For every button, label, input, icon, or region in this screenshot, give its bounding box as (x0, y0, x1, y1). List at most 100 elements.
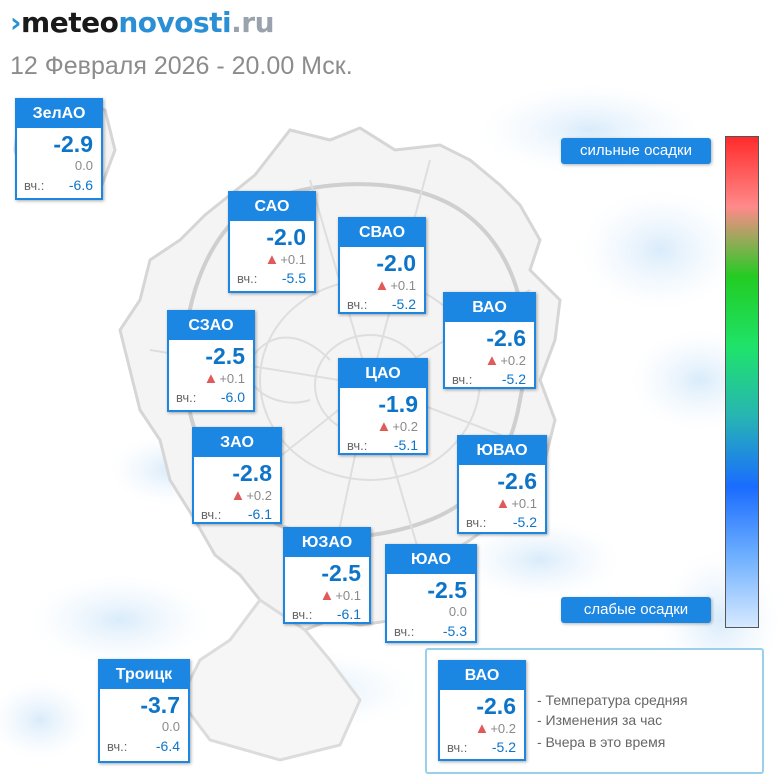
change-value: +0.1 (280, 252, 306, 267)
district-card-svao: СВАО -2.0 ▲+0.1 вч.: -5.2 (338, 217, 426, 314)
change-value: +0.2 (490, 721, 516, 736)
yesterday-value: -6.4 (155, 738, 180, 754)
legend-box: ВАО -2.6 ▲+0.2 вч.: -5.2 - Температура с… (425, 648, 764, 774)
yesterday-value: -5.2 (501, 371, 526, 387)
district-change: ▲+0.2 (230, 487, 272, 504)
legend-item-temp: - Температура средняя (537, 692, 688, 708)
change-up-icon: ▲ (484, 352, 500, 369)
legend-item-yesterday: - Вчера в это время (537, 734, 666, 750)
logo-mark: › (10, 6, 22, 39)
district-temp: -2.8 (232, 460, 272, 486)
logo-meteo: meteo (21, 6, 119, 39)
district-name: ВАО (440, 662, 524, 690)
yesterday-label: вч.: (452, 372, 473, 387)
district-temp: -1.9 (378, 391, 418, 417)
logo-novosti: novosti (118, 6, 232, 39)
logo-ru: .ru (231, 6, 275, 39)
yesterday-value: -5.5 (281, 270, 306, 286)
change-up-icon: ▲ (374, 277, 390, 294)
legend-sample-card: ВАО -2.6 ▲+0.2 вч.: -5.2 (438, 660, 526, 761)
yesterday-value: -5.2 (391, 296, 416, 312)
district-temp: -2.5 (427, 577, 467, 603)
district-name: СЗАО (169, 312, 253, 340)
change-up-icon: ▲ (203, 370, 219, 387)
district-card-zao: ЗАО -2.8 ▲+0.2 вч.: -6.1 (192, 427, 282, 524)
date-time-subtitle: 12 Февраля 2026 - 20.00 Мск. (10, 52, 353, 80)
yesterday-label: вч.: (347, 438, 368, 453)
district-card-zelao: ЗелАО -2.9 0.0 вч.: -6.6 (15, 98, 103, 200)
yesterday-label: вч.: (394, 624, 415, 639)
district-card-vao: ВАО -2.6 ▲+0.2 вч.: -5.2 (443, 292, 536, 389)
district-temp: -2.6 (486, 325, 526, 351)
district-card-yuvao: ЮВАО -2.6 ▲+0.1 вч.: -5.2 (457, 435, 547, 534)
district-card-yuzao: ЮЗАО -2.5 ▲+0.1 вч.: -6.1 (283, 527, 371, 624)
change-value: +0.1 (390, 278, 416, 293)
yesterday-value: -5.1 (393, 437, 418, 453)
change-up-icon: ▲ (319, 587, 335, 604)
yesterday-value: -6.6 (68, 177, 93, 193)
change-value: +0.1 (219, 371, 245, 386)
district-temp: -2.0 (376, 250, 416, 276)
yesterday-label: вч.: (107, 739, 128, 754)
scale-label-heavy: сильные осадки (561, 138, 711, 164)
scale-label-light: слабые осадки (561, 597, 711, 623)
district-temp: -2.9 (53, 131, 93, 157)
district-temp: -2.5 (321, 560, 361, 586)
yesterday-label: вч.: (201, 507, 222, 522)
yesterday-label: вч.: (24, 178, 45, 193)
district-change: ▲+0.2 (376, 418, 418, 435)
yesterday-value: -6.1 (336, 606, 361, 622)
district-card-yuao: ЮАО -2.5 0.0 вч.: -5.3 (385, 544, 477, 643)
district-change: 0.0 (75, 158, 93, 173)
district-card-szao: СЗАО -2.5 ▲+0.1 вч.: -6.0 (167, 310, 255, 412)
district-name: ВАО (445, 294, 534, 322)
yesterday-label: вч.: (237, 271, 258, 286)
yesterday-value: -5.3 (442, 623, 467, 639)
district-temp: -2.6 (497, 468, 537, 494)
change-up-icon: ▲ (230, 487, 246, 504)
district-change: ▲+0.1 (319, 587, 361, 604)
change-value: +0.1 (335, 588, 361, 603)
yesterday-label: вч.: (447, 740, 468, 755)
district-temp: -2.6 (476, 693, 516, 719)
change-value: 0.0 (448, 604, 467, 619)
change-value: +0.2 (500, 353, 526, 368)
change-up-icon: ▲ (264, 251, 280, 268)
district-change: ▲+0.2 (474, 720, 516, 737)
district-name: ЗАО (194, 429, 280, 457)
district-name: ЮАО (387, 546, 475, 574)
district-change: ▲+0.1 (264, 251, 306, 268)
district-name: ЦАО (340, 360, 426, 388)
change-up-icon: ▲ (495, 495, 511, 512)
yesterday-label: вч.: (176, 390, 197, 405)
district-change: 0.0 (449, 604, 467, 619)
yesterday-label: вч.: (347, 297, 368, 312)
district-temp: -2.5 (205, 343, 245, 369)
district-name: СВАО (340, 219, 424, 247)
district-card-troick: Троицк -3.7 0.0 вч.: -6.4 (98, 659, 190, 763)
change-up-icon: ▲ (376, 418, 392, 435)
site-logo[interactable]: ›meteonovosti.ru (10, 6, 275, 39)
precipitation-scale-bar (725, 136, 759, 628)
district-change: ▲+0.2 (484, 352, 526, 369)
district-change: ▲+0.1 (203, 370, 245, 387)
district-temp: -3.7 (140, 692, 180, 718)
change-value: +0.2 (246, 488, 272, 503)
yesterday-value: -6.1 (247, 506, 272, 522)
district-name: ЮВАО (459, 437, 545, 465)
district-temp: -2.0 (266, 224, 306, 250)
change-value: 0.0 (74, 158, 93, 173)
district-change: 0.0 (162, 719, 180, 734)
legend-item-change: - Изменения за час (537, 712, 663, 728)
change-value: +0.1 (511, 496, 537, 511)
district-name: Троицк (100, 661, 188, 689)
district-name: ЗелАО (17, 100, 101, 128)
yesterday-label: вч.: (292, 607, 313, 622)
change-value: 0.0 (161, 719, 180, 734)
district-change: ▲+0.1 (495, 495, 537, 512)
change-value: +0.2 (392, 419, 418, 434)
district-card-cao: ЦАО -1.9 ▲+0.2 вч.: -5.1 (338, 358, 428, 455)
yesterday-value: -5.2 (491, 739, 516, 755)
district-name: САО (230, 193, 314, 221)
change-up-icon: ▲ (474, 720, 490, 737)
